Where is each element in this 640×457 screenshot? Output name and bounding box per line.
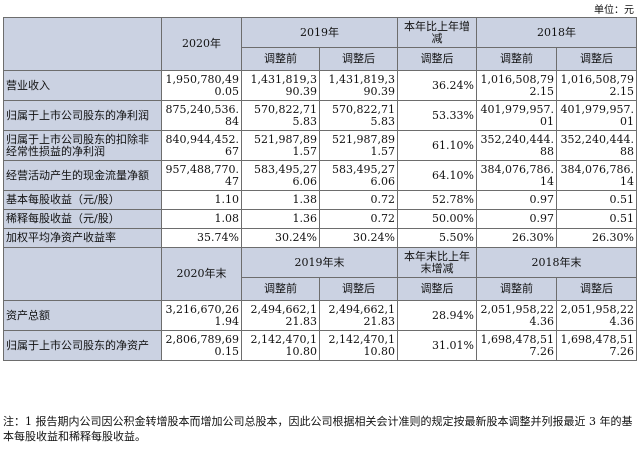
cell-2019-before: 521,987,891.57 — [241, 130, 320, 161]
cell-2019-after: 570,822,715.83 — [319, 100, 398, 131]
row-label: 营业收入 — [3, 70, 162, 101]
cell-change: 31.01% — [397, 330, 477, 361]
cell-2019-before: 2,494,662,121.83 — [241, 300, 320, 331]
cell-2020: 840,944,452.67 — [161, 130, 242, 161]
cell-2019-before: 583,495,276.06 — [241, 160, 320, 191]
header-row-4: 调整前 调整后 调整后 调整前 调整后 — [4, 277, 637, 301]
header-2018-end: 2018年末 — [476, 247, 637, 278]
cell-2018-after: 0.51 — [556, 190, 637, 210]
header-2018-before: 调整前 — [476, 47, 557, 71]
table-row: 经营活动产生的现金流量净额 957,488,770.47 583,495,276… — [3, 160, 637, 191]
cell-2020: 2,806,789,690.15 — [161, 330, 242, 361]
cell-2019-after: 30.24% — [319, 228, 398, 248]
header-2020-end: 2020年末 — [161, 247, 242, 301]
cell-2018-before: 0.97 — [476, 209, 557, 229]
header-2019: 2019年 — [241, 17, 398, 48]
header-corner — [3, 17, 162, 71]
cell-2018-after: 26.30% — [556, 228, 637, 248]
cell-2018-after: 0.51 — [556, 209, 637, 229]
table-row: 资产总额 3,216,670,261.94 2,494,662,121.83 2… — [3, 300, 637, 331]
row-label: 归属于上市公司股东的净资产 — [3, 330, 162, 361]
header-2019-end: 2019年末 — [241, 247, 398, 278]
cell-2019-before: 2,142,470,110.80 — [241, 330, 320, 361]
table-row: 稀释每股收益（元/股） 1.08 1.36 0.72 50.00% 0.97 0… — [3, 209, 637, 229]
header-2018-end-after: 调整后 — [556, 277, 637, 301]
table-row: 营业收入 1,950,780,490.05 1,431,819,390.39 1… — [3, 70, 637, 101]
row-label: 加权平均净资产收益率 — [3, 228, 162, 248]
cell-2019-before: 1.36 — [241, 209, 320, 229]
cell-change: 50.00% — [397, 209, 477, 229]
cell-2018-before: 401,979,957.01 — [476, 100, 557, 131]
header-2019-after: 调整后 — [319, 47, 398, 71]
header-change-end-after: 调整后 — [397, 277, 477, 301]
cell-2019-after: 583,495,276.06 — [319, 160, 398, 191]
cell-2019-after: 2,494,662,121.83 — [319, 300, 398, 331]
header-2019-before: 调整前 — [241, 47, 320, 71]
cell-2019-after: 521,987,891.57 — [319, 130, 398, 161]
cell-change: 61.10% — [397, 130, 477, 161]
cell-2018-before: 2,051,958,224.36 — [476, 300, 557, 331]
cell-2019-after: 1,431,819,390.39 — [319, 70, 398, 101]
cell-2020: 35.74% — [161, 228, 242, 248]
cell-2018-before: 352,240,444.88 — [476, 130, 557, 161]
row-label: 资产总额 — [3, 300, 162, 331]
cell-2020: 875,240,536.84 — [161, 100, 242, 131]
table-row: 基本每股收益（元/股） 1.10 1.38 0.72 52.78% 0.97 0… — [3, 190, 637, 210]
cell-2018-before: 1,016,508,792.15 — [476, 70, 557, 101]
cell-2018-after: 352,240,444.88 — [556, 130, 637, 161]
cell-2020: 957,488,770.47 — [161, 160, 242, 191]
header-2019-end-after: 调整后 — [319, 277, 398, 301]
cell-2019-before: 30.24% — [241, 228, 320, 248]
header-2019-end-before: 调整前 — [241, 277, 320, 301]
cell-2019-before: 1,431,819,390.39 — [241, 70, 320, 101]
header-row-2: 调整前 调整后 调整后 调整前 调整后 — [4, 47, 637, 71]
cell-2018-before: 1,698,478,517.26 — [476, 330, 557, 361]
cell-change: 28.94% — [397, 300, 477, 331]
cell-2020: 1.08 — [161, 209, 242, 229]
cell-2018-after: 2,051,958,224.36 — [556, 300, 637, 331]
table-row: 归属于上市公司股东的净利润 875,240,536.84 570,822,715… — [3, 100, 637, 131]
row-label: 基本每股收益（元/股） — [3, 190, 162, 210]
financial-table: 2020年 2019年 本年比上年增减 2018年 调整前 调整后 调整后 调整… — [3, 17, 637, 361]
cell-2020: 3,216,670,261.94 — [161, 300, 242, 331]
cell-2019-after: 0.72 — [319, 190, 398, 210]
cell-2019-after: 2,142,470,110.80 — [319, 330, 398, 361]
table-row: 归属于上市公司股东的扣除非经常性损益的净利润 840,944,452.67 52… — [3, 130, 637, 161]
cell-2018-before: 26.30% — [476, 228, 557, 248]
footnote: 注：1 报告期内公司因公积金转增股本而增加公司总股本，因此公司根据相关会计准则的… — [3, 415, 633, 443]
row-label: 归属于上市公司股东的扣除非经常性损益的净利润 — [3, 130, 162, 161]
header-corner-2 — [3, 247, 162, 301]
cell-2019-before: 570,822,715.83 — [241, 100, 320, 131]
cell-2020: 1.10 — [161, 190, 242, 210]
header-2018-after: 调整后 — [556, 47, 637, 71]
header-change: 本年比上年增减 — [397, 17, 477, 48]
table-row: 加权平均净资产收益率 35.74% 30.24% 30.24% 5.50% 26… — [3, 228, 637, 248]
cell-change: 36.24% — [397, 70, 477, 101]
header-change-after: 调整后 — [397, 47, 477, 71]
row-label: 经营活动产生的现金流量净额 — [3, 160, 162, 191]
header-row-1: 2020年 2019年 本年比上年增减 2018年 — [3, 17, 637, 71]
header-2018-end-before: 调整前 — [476, 277, 557, 301]
cell-change: 64.10% — [397, 160, 477, 191]
header-change-end: 本年末比上年末增减 — [397, 247, 477, 278]
cell-2018-before: 0.97 — [476, 190, 557, 210]
cell-2018-after: 1,016,508,792.15 — [556, 70, 637, 101]
header-2020: 2020年 — [161, 17, 242, 71]
cell-change: 53.33% — [397, 100, 477, 131]
header-row-3: 2020年末 2019年末 本年末比上年末增减 2018年末 — [3, 247, 637, 301]
cell-2020: 1,950,780,490.05 — [161, 70, 242, 101]
row-label: 归属于上市公司股东的净利润 — [3, 100, 162, 131]
row-label: 稀释每股收益（元/股） — [3, 209, 162, 229]
cell-2019-after: 0.72 — [319, 209, 398, 229]
cell-2018-after: 384,076,786.14 — [556, 160, 637, 191]
cell-2019-before: 1.38 — [241, 190, 320, 210]
cell-2018-after: 401,979,957.01 — [556, 100, 637, 131]
cell-2018-after: 1,698,478,517.26 — [556, 330, 637, 361]
header-2018: 2018年 — [476, 17, 637, 48]
unit-label: 单位：元 — [594, 5, 634, 16]
table-row: 归属于上市公司股东的净资产 2,806,789,690.15 2,142,470… — [3, 330, 637, 361]
cell-2018-before: 384,076,786.14 — [476, 160, 557, 191]
cell-change: 52.78% — [397, 190, 477, 210]
cell-change: 5.50% — [397, 228, 477, 248]
